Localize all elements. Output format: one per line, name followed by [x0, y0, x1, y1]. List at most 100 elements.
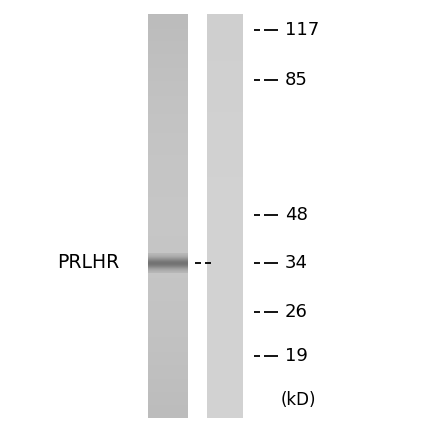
Bar	[207, 232, 243, 233]
Bar	[207, 88, 243, 90]
Bar	[148, 87, 188, 88]
Bar	[207, 363, 243, 364]
Bar	[148, 362, 188, 363]
Bar	[148, 256, 188, 258]
Bar	[207, 301, 243, 302]
Text: 19: 19	[285, 347, 308, 365]
Bar	[207, 235, 243, 236]
Bar	[207, 295, 243, 297]
Bar	[148, 359, 188, 360]
Bar	[207, 376, 243, 377]
Bar	[207, 286, 243, 288]
Bar	[207, 340, 243, 341]
Bar	[148, 275, 188, 277]
Bar	[148, 321, 188, 322]
Bar	[207, 73, 243, 75]
Bar	[148, 299, 188, 301]
Bar	[207, 154, 243, 155]
Bar	[148, 63, 188, 64]
Bar	[207, 277, 243, 278]
Bar	[207, 23, 243, 25]
Bar	[207, 379, 243, 380]
Bar	[207, 150, 243, 151]
Bar	[207, 15, 243, 17]
Bar	[207, 313, 243, 314]
Bar	[207, 345, 243, 347]
Bar	[207, 181, 243, 182]
Bar	[207, 216, 243, 217]
Bar	[148, 385, 188, 386]
Bar	[207, 248, 243, 250]
Bar	[207, 262, 243, 263]
Bar	[207, 387, 243, 389]
Bar	[207, 101, 243, 103]
Bar	[207, 381, 243, 383]
Bar	[148, 394, 188, 395]
Bar	[148, 415, 188, 417]
Bar	[148, 164, 188, 165]
Bar	[148, 396, 188, 398]
Bar	[207, 184, 243, 185]
Bar	[148, 220, 188, 221]
Bar	[148, 165, 188, 166]
Bar	[148, 406, 188, 407]
Bar	[207, 293, 243, 294]
Bar	[207, 299, 243, 301]
Bar	[148, 314, 188, 316]
Text: 26: 26	[285, 303, 308, 321]
Bar	[148, 101, 188, 103]
Bar	[148, 213, 188, 215]
Bar	[207, 93, 243, 95]
Bar	[207, 49, 243, 50]
Bar	[207, 335, 243, 336]
Bar	[148, 228, 188, 229]
Bar	[207, 414, 243, 415]
Bar	[148, 193, 188, 194]
Bar	[148, 389, 188, 390]
Bar	[207, 99, 243, 100]
Bar	[148, 50, 188, 52]
Bar	[207, 243, 243, 244]
Bar	[148, 408, 188, 410]
Bar	[207, 19, 243, 21]
Bar	[148, 310, 188, 312]
Bar	[148, 325, 188, 326]
Bar	[148, 271, 188, 273]
Bar	[207, 178, 243, 179]
Bar	[148, 375, 188, 376]
Bar	[207, 227, 243, 228]
Bar	[207, 115, 243, 116]
Bar	[148, 123, 188, 124]
Bar	[148, 279, 188, 280]
Bar	[207, 64, 243, 65]
Bar	[207, 408, 243, 410]
Bar	[148, 178, 188, 179]
Bar	[148, 33, 188, 34]
Bar	[207, 357, 243, 359]
Bar	[207, 21, 243, 22]
Bar	[207, 63, 243, 64]
Bar	[148, 318, 188, 320]
Text: PRLHR: PRLHR	[57, 254, 119, 273]
Bar	[207, 57, 243, 59]
Bar	[148, 108, 188, 110]
Bar	[207, 297, 243, 298]
Bar	[148, 340, 188, 341]
Bar	[207, 283, 243, 285]
Bar	[207, 146, 243, 147]
Bar	[148, 81, 188, 82]
Bar	[207, 141, 243, 142]
Bar	[207, 81, 243, 82]
Bar	[148, 383, 188, 385]
Bar	[148, 17, 188, 18]
Bar	[148, 274, 188, 275]
Bar	[148, 289, 188, 290]
Bar	[148, 246, 188, 247]
Bar	[207, 406, 243, 407]
Bar	[148, 54, 188, 56]
Bar	[148, 49, 188, 50]
Bar	[148, 216, 188, 217]
Bar	[207, 82, 243, 84]
Bar	[207, 270, 243, 271]
Bar	[148, 25, 188, 26]
